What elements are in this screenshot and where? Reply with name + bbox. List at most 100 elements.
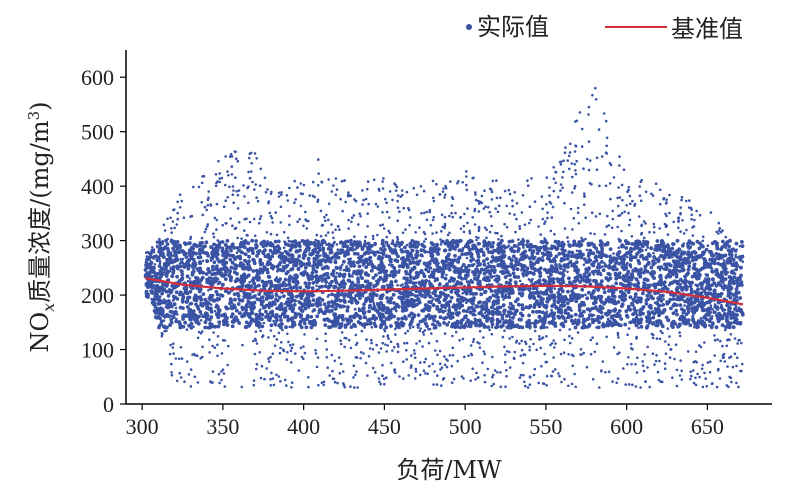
scatter-point	[703, 308, 706, 311]
scatter-point	[424, 267, 428, 272]
scatter-point	[352, 376, 355, 379]
scatter-point	[545, 270, 550, 275]
scatter-point	[499, 324, 503, 329]
scatter-point	[333, 284, 338, 289]
scatter-point	[274, 313, 279, 317]
scatter-point	[292, 303, 297, 307]
scatter-point	[657, 283, 660, 287]
scatter-point	[275, 233, 279, 237]
scatter-point	[430, 270, 434, 274]
scatter-point	[298, 285, 303, 290]
scatter-point	[439, 243, 443, 246]
scatter-point	[711, 271, 715, 274]
scatter-point	[711, 277, 715, 282]
scatter-point	[425, 324, 429, 329]
scatter-point	[681, 310, 686, 315]
scatter-point	[381, 314, 386, 319]
scatter-point	[582, 257, 587, 262]
scatter-point	[303, 281, 308, 285]
scatter-point	[315, 284, 318, 288]
scatter-point	[383, 382, 386, 386]
scatter-point	[366, 296, 371, 300]
scatter-point	[529, 337, 532, 341]
scatter-point	[523, 249, 528, 254]
scatter-point	[220, 240, 225, 244]
scatter-point	[230, 324, 235, 329]
scatter-point	[443, 248, 448, 253]
scatter-point	[308, 246, 312, 250]
scatter-point	[693, 218, 696, 222]
scatter-point	[293, 260, 298, 265]
scatter-point	[517, 238, 520, 241]
scatter-point	[468, 229, 472, 233]
scatter-point	[265, 231, 269, 234]
scatter-point	[419, 185, 423, 188]
scatter-point	[286, 351, 289, 354]
scatter-point	[385, 201, 388, 204]
scatter-point	[641, 256, 646, 261]
scatter-point	[169, 288, 174, 293]
scatter-point	[550, 295, 554, 300]
scatter-point	[269, 303, 274, 308]
scatter-point	[264, 297, 269, 301]
scatter-point	[494, 248, 499, 253]
scatter-point	[390, 263, 394, 268]
scatter-point	[269, 384, 273, 387]
scatter-point	[652, 222, 656, 226]
scatter-point	[686, 280, 690, 283]
scatter-point	[712, 281, 717, 285]
scatter-point	[703, 314, 707, 319]
scatter-point	[625, 255, 629, 259]
scatter-point	[407, 313, 412, 318]
scatter-point	[654, 182, 658, 185]
scatter-point	[353, 324, 357, 328]
scatter-point	[197, 261, 202, 265]
scatter-point	[169, 317, 174, 322]
scatter-point	[457, 255, 462, 260]
scatter-point	[564, 297, 569, 302]
scatter-point	[414, 270, 419, 275]
scatter-point	[158, 237, 161, 241]
scatter-point	[503, 312, 506, 315]
scatter-point	[525, 266, 530, 271]
scatter-point	[701, 363, 704, 367]
scatter-point	[292, 255, 295, 258]
scatter-point	[517, 260, 521, 264]
scatter-point	[335, 319, 340, 323]
scatter-point	[418, 226, 421, 229]
scatter-point	[596, 319, 600, 323]
scatter-point	[611, 317, 615, 321]
scatter-point	[334, 265, 339, 270]
scatter-point	[534, 255, 537, 259]
scatter-point	[244, 320, 249, 325]
scatter-point	[433, 257, 438, 262]
scatter-point	[316, 259, 321, 264]
scatter-point	[510, 320, 515, 325]
scatter-point	[158, 271, 163, 275]
scatter-point	[591, 263, 596, 268]
scatter-point	[667, 343, 670, 347]
scatter-point	[389, 324, 393, 328]
scatter-point	[556, 314, 561, 319]
scatter-point	[247, 170, 250, 174]
scatter-point	[201, 245, 206, 250]
scatter-point	[345, 308, 350, 313]
scatter-point	[278, 267, 283, 272]
scatter-point	[261, 305, 266, 310]
scatter-point	[383, 320, 387, 323]
scatter-point	[214, 289, 219, 294]
scatter-point	[625, 278, 630, 283]
scatter-point	[662, 267, 665, 271]
scatter-point	[478, 282, 482, 285]
scatter-point	[485, 314, 489, 318]
scatter-point	[163, 246, 167, 249]
scatter-point	[326, 246, 331, 251]
scatter-point	[520, 306, 525, 311]
scatter-point	[648, 253, 651, 256]
scatter-point	[624, 246, 629, 250]
scatter-point	[290, 243, 295, 248]
scatter-point	[513, 264, 517, 268]
scatter-point	[256, 275, 261, 279]
scatter-point	[532, 262, 536, 266]
scatter-point	[310, 271, 315, 275]
